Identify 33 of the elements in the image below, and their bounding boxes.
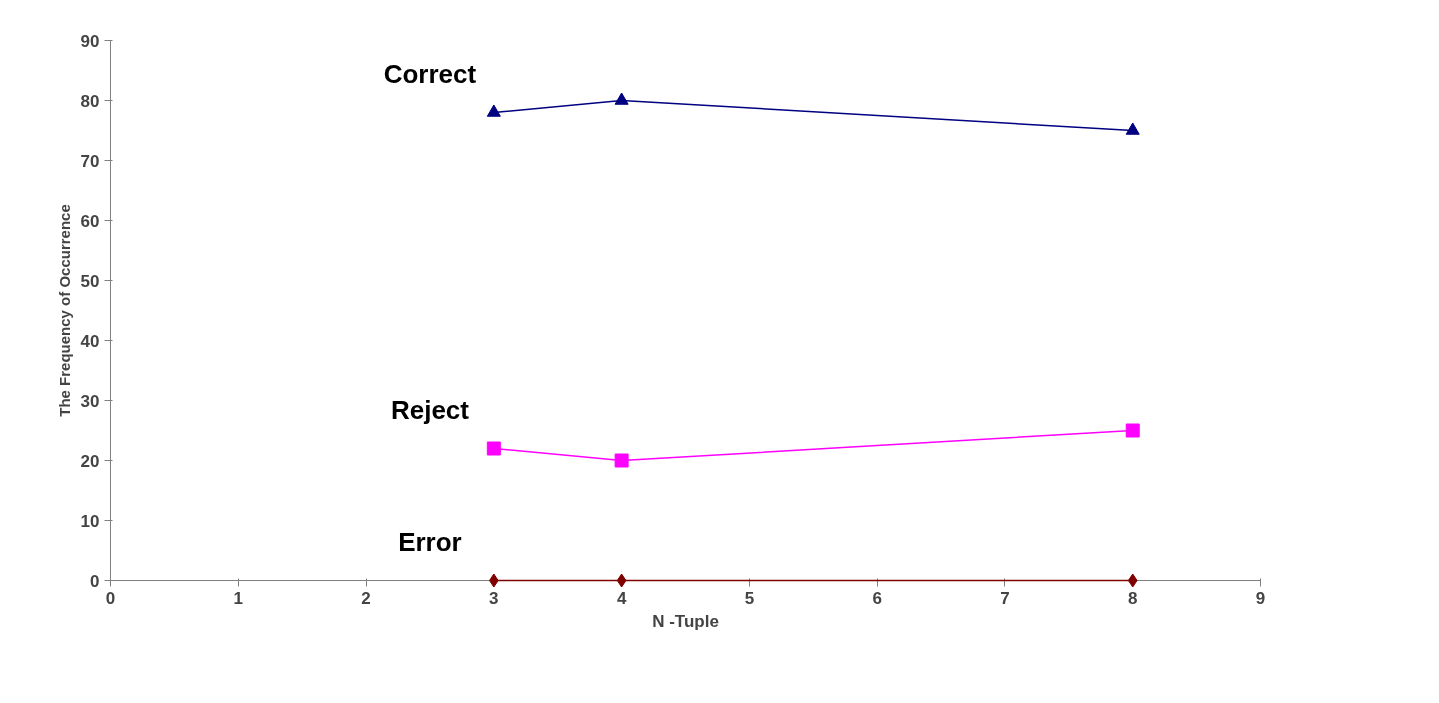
- x-tick-label: 1: [233, 588, 244, 608]
- point: [614, 453, 629, 468]
- y-tick-label: 80: [80, 91, 100, 111]
- x-tick-label: 4: [616, 588, 627, 608]
- point: [616, 573, 627, 588]
- series-label: Reject: [390, 394, 470, 425]
- y-tick-label: 0: [90, 571, 100, 591]
- y-tick-label: 60: [80, 211, 100, 231]
- x-tick-label: 3: [489, 588, 499, 608]
- y-tick-label: 30: [80, 391, 100, 411]
- x-tick-label: 7: [1000, 588, 1010, 608]
- y-tick-label: 70: [80, 151, 100, 171]
- y-tick-label: 40: [80, 331, 100, 351]
- x-tick-label: 9: [1255, 588, 1266, 608]
- point: [1127, 573, 1138, 588]
- series-label: Correct: [383, 58, 477, 89]
- y-tick-label: 10: [80, 511, 100, 531]
- series-label: Error: [398, 526, 462, 557]
- y-axis-title: The Frequency of Occurrence: [55, 204, 73, 417]
- point: [614, 92, 629, 105]
- x-tick-label: 5: [744, 588, 755, 608]
- y-tick-label: 90: [80, 31, 100, 51]
- x-tick-label: 2: [361, 588, 371, 608]
- point: [486, 104, 501, 117]
- point: [1125, 122, 1140, 135]
- x-tick-label: 0: [105, 588, 116, 608]
- y-tick-label: 50: [80, 271, 100, 291]
- x-tick-label: 6: [872, 588, 882, 608]
- y-tick-label: 20: [80, 451, 100, 471]
- point: [1125, 423, 1140, 438]
- x-axis-title: N -Tuple: [652, 611, 719, 631]
- point: [486, 441, 501, 456]
- x-tick-label: 8: [1127, 588, 1138, 608]
